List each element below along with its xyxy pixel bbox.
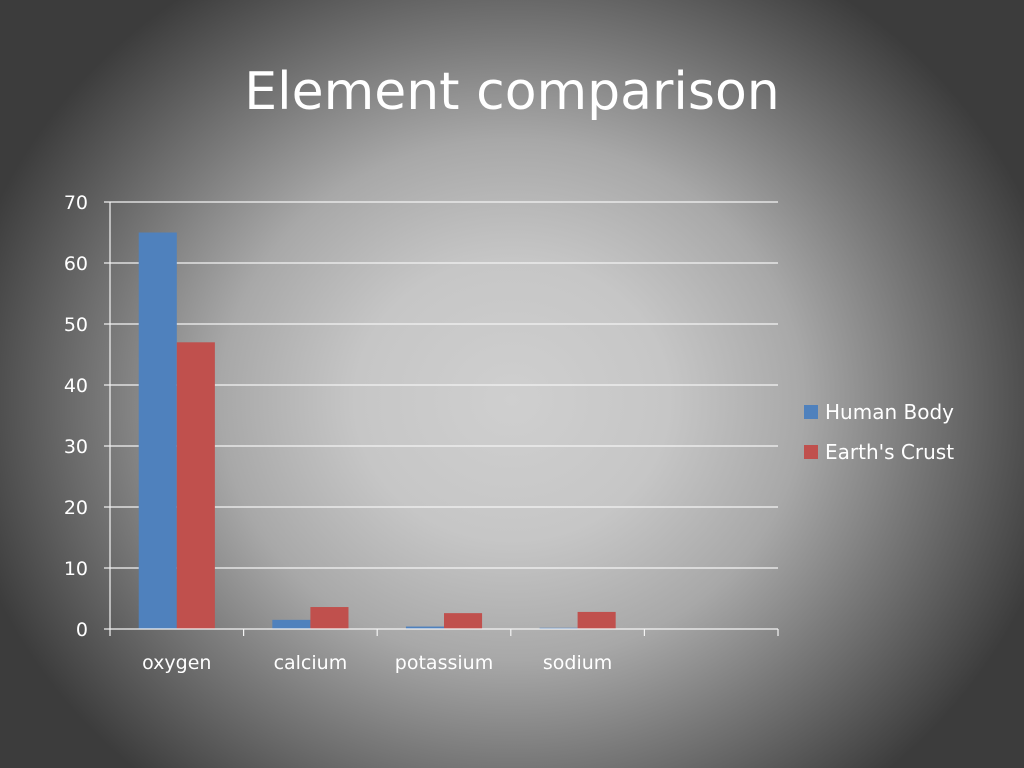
legend-label: Earth's Crust: [825, 440, 954, 464]
bar-potassium-human-body: [405, 626, 444, 629]
x-tick-label: potassium: [395, 652, 493, 674]
gridlines: [110, 201, 778, 569]
legend-label: Human Body: [825, 400, 954, 424]
legend: Human Body Earth's Crust: [804, 400, 954, 464]
y-tick-label: 50: [64, 314, 88, 336]
x-tick-labels: oxygen calcium potassium sodium: [142, 652, 612, 674]
y-tick-label: 10: [64, 558, 88, 580]
bar-oxygen-earth-s-crust: [176, 342, 215, 629]
slide-title: Element comparison: [244, 62, 780, 122]
y-tick-label: 20: [64, 497, 88, 519]
bar-oxygen-human-body: [138, 232, 177, 629]
bars: [138, 232, 616, 629]
y-tick-labels: 0 10 20 30 40 50 60 70: [64, 192, 88, 641]
bar-calcium-earth-s-crust: [310, 607, 349, 629]
legend-swatch: [804, 445, 818, 459]
bar-sodium-human-body: [539, 627, 578, 629]
x-tick-label: oxygen: [142, 652, 211, 674]
bar-potassium-earth-s-crust: [444, 613, 483, 629]
y-tick-label: 70: [64, 192, 88, 214]
x-tick-label: sodium: [543, 652, 612, 674]
y-tick-label: 60: [64, 253, 88, 275]
bar-calcium-human-body: [272, 619, 311, 629]
y-tick-label: 0: [76, 619, 88, 641]
x-tick-label: calcium: [274, 652, 348, 674]
y-tick-label: 40: [64, 375, 88, 397]
axes: [104, 201, 779, 636]
bar-sodium-earth-s-crust: [577, 611, 616, 629]
y-tick-label: 30: [64, 436, 88, 458]
legend-swatch: [804, 405, 818, 419]
